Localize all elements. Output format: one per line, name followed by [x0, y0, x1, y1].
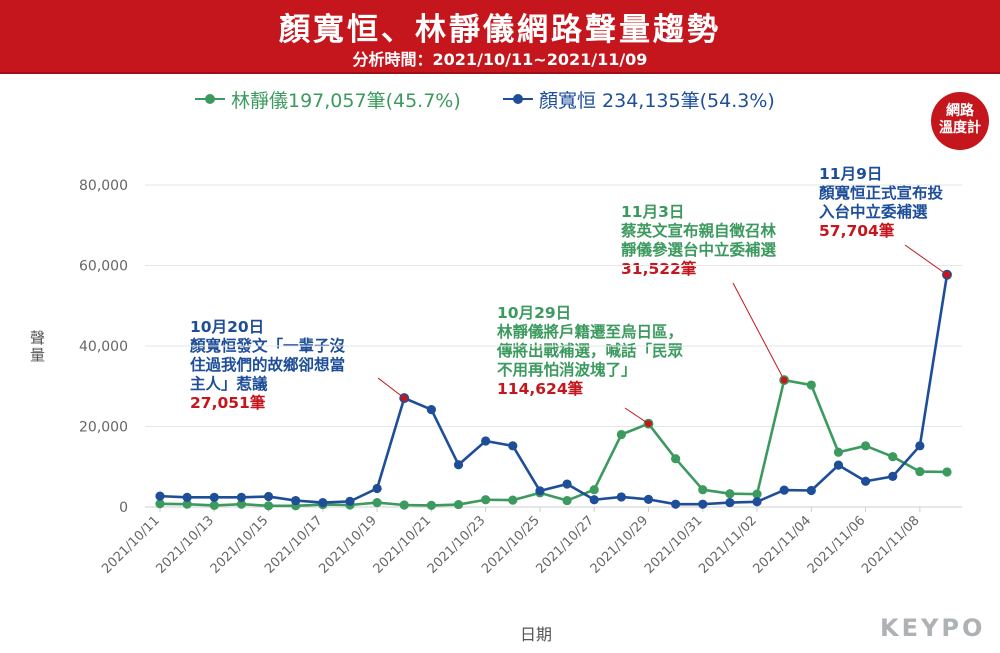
data-point-yen	[752, 497, 762, 507]
data-point-lin	[155, 499, 165, 509]
annotation-nov3: 11月3日 蔡英文宣布親自徵召林 靜儀參選台中立委補選 31,522筆	[621, 203, 776, 279]
title-banner: 顏寬恒、林靜儀網路聲量趨勢 分析時間：2021/10/11~2021/11/09	[0, 0, 1000, 74]
data-point-yen	[589, 495, 599, 505]
annotation-value: 57,704筆	[819, 222, 895, 240]
data-point-yen	[616, 492, 626, 502]
data-point-lin	[698, 485, 708, 495]
y-tick-label: 0	[119, 500, 128, 516]
data-point-lin	[453, 499, 464, 510]
data-point-lin	[725, 489, 735, 499]
data-point-yen	[263, 491, 274, 502]
analysis-period: 分析時間：2021/10/11~2021/11/09	[352, 50, 648, 69]
annotation-text-line: 蔡英文宣布親自徵召林	[621, 222, 777, 240]
annotation-text-line: 11月9日	[819, 165, 883, 183]
y-tick-label: 80,000	[79, 178, 128, 194]
annotation-text-line: 不用再怕消波塊了」	[497, 361, 637, 379]
data-point-yen	[318, 497, 328, 508]
data-point-yen	[833, 460, 844, 470]
annotation-text-line: 靜儀參選台中立委補選	[621, 241, 777, 259]
annotation-leader-line	[732, 282, 785, 381]
annotation-value: 27,051筆	[190, 394, 266, 412]
y-tick-label: 60,000	[79, 259, 128, 275]
annotation-leader-line	[377, 377, 405, 399]
legend-item-yen: 顏寬恒 234,135筆(54.3%)	[503, 86, 775, 112]
y-tick-label: 40,000	[79, 339, 128, 355]
x-axis-label: 日期	[520, 625, 553, 644]
data-point-yen	[698, 499, 708, 509]
data-point-lin	[263, 501, 274, 511]
data-point-yen	[209, 492, 219, 502]
data-point-lin	[372, 497, 382, 508]
data-point-yen	[453, 460, 464, 470]
annotation-text-line: 顏寬恒正式宣布投	[819, 184, 944, 202]
data-point-lin	[833, 447, 844, 457]
data-point-lin	[671, 454, 681, 464]
legend-label: 顏寬恒 234,135筆(54.3%)	[539, 89, 775, 112]
data-point-lin	[562, 495, 572, 506]
data-point-lin	[182, 499, 192, 509]
data-point-yen	[562, 479, 572, 489]
data-point-lin	[860, 441, 871, 451]
data-point-yen	[915, 441, 925, 451]
annotation-leader-line	[904, 244, 948, 276]
data-point-yen	[535, 486, 545, 496]
badge-text-line2: 溫度計	[939, 120, 981, 136]
data-point-yen	[236, 492, 247, 502]
legend-item-lin: 林靜儀197,057筆(45.7%)	[195, 86, 461, 112]
annotation-value: 114,624筆	[497, 380, 584, 398]
data-point-yen	[345, 496, 355, 506]
data-point-yen	[372, 483, 382, 494]
annotation-nov9: 11月9日 顏寬恒正式宣布投 入台中立委補選 57,704筆	[819, 165, 943, 241]
data-point-lin	[806, 380, 816, 390]
y-axis-label: 聲量	[30, 329, 46, 364]
data-point-lin	[481, 495, 491, 505]
annotation-text-line: 住過我們的故鄉卻想當	[190, 356, 346, 374]
data-point-yen	[291, 495, 301, 506]
annotation-oct20: 10月20日 顏寬恒發文「一輩子沒 住過我們的故鄉卻想當 主人」惹議 27,051筆	[190, 318, 345, 413]
legend-label: 林靜儀197,057筆(45.7%)	[231, 89, 461, 112]
data-point-yen	[671, 499, 681, 509]
data-point-yen	[806, 485, 816, 496]
data-point-lin	[508, 495, 518, 505]
x-tick-label: 2021/11/08	[859, 513, 923, 577]
data-point-yen	[426, 404, 436, 415]
data-point-lin	[888, 452, 898, 462]
data-point-lin	[752, 489, 762, 499]
series-line-yen	[159, 274, 949, 506]
data-point-lin	[209, 500, 219, 510]
brand-badge-logo: 網路 溫度計	[931, 92, 989, 150]
annotation-text-line: 入台中立委補選	[819, 203, 928, 221]
y-tick-label: 20,000	[79, 420, 128, 436]
data-point-yen	[155, 491, 165, 501]
data-point-yen	[888, 471, 898, 482]
keypo-watermark: KEYPO	[880, 614, 986, 642]
badge-text-line1: 網路	[946, 103, 974, 119]
annotation-text-line: 11月3日	[621, 203, 685, 221]
data-point-lin	[236, 499, 247, 509]
chart-title: 顏寬恒、林靜儀網路聲量趨勢	[279, 12, 721, 48]
data-point-lin	[589, 485, 599, 495]
annotation-text-line: 林靜儀將戶籍遷至烏日區，	[497, 323, 684, 341]
data-point-lin	[399, 500, 409, 510]
annotation-value: 31,522筆	[621, 260, 697, 278]
data-point-yen	[508, 441, 518, 451]
data-point-yen	[725, 497, 735, 508]
annotation-text-line: 10月29日	[497, 304, 572, 322]
legend-marker-icon	[195, 92, 225, 106]
data-point-lin	[915, 466, 925, 477]
data-point-lin	[426, 500, 436, 510]
data-point-lin	[616, 429, 626, 440]
data-point-lin	[942, 467, 952, 477]
annotation-text-line: 10月20日	[190, 318, 265, 336]
data-point-yen	[860, 476, 871, 486]
annotation-text-line: 主人」惹議	[190, 375, 268, 393]
data-point-yen	[643, 494, 654, 504]
legend-marker-icon	[503, 92, 533, 106]
data-point-yen	[481, 436, 491, 446]
annotation-leader-line	[624, 407, 649, 425]
data-point-yen	[779, 485, 789, 495]
data-point-yen	[182, 492, 192, 502]
